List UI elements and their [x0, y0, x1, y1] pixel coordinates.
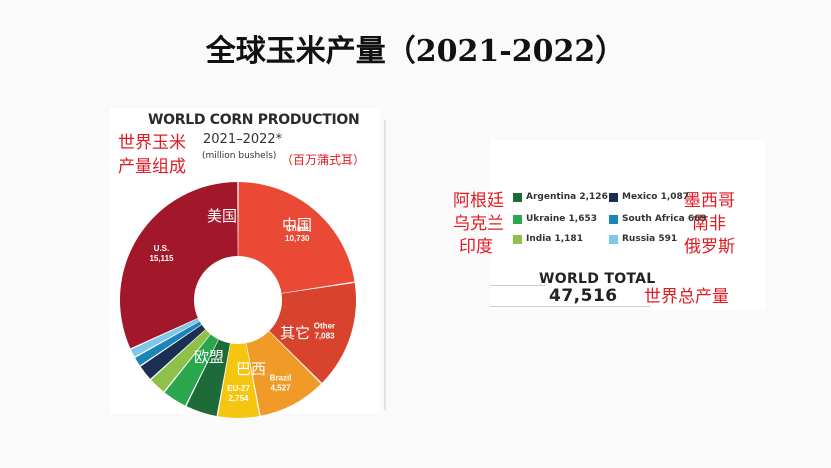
total-rule: [490, 306, 650, 307]
annotation-mexico: 墨西哥: [684, 191, 735, 211]
donut-slice-russia: [130, 318, 200, 357]
annotation-us: 美国: [207, 207, 238, 225]
legend-panel: [490, 140, 765, 310]
donut-slice-u-s-: [119, 182, 238, 349]
total-rule: [490, 285, 545, 286]
legend-swatch: [513, 234, 522, 244]
annotation-title-cn-2: 产量组成: [118, 157, 186, 177]
divider: [384, 120, 386, 410]
total-label: WORLD TOTAL: [539, 271, 656, 287]
legend-label: Mexico 1,087: [622, 192, 690, 202]
legend-item: Ukraine 1,653: [513, 214, 597, 224]
chart-title: WORLD CORN PRODUCTION: [148, 112, 360, 128]
donut-slice-india: [151, 329, 211, 392]
slice-name-label: China: [286, 224, 309, 233]
slice-name-label: EU-27: [227, 384, 250, 393]
total-value: 47,516: [549, 286, 618, 306]
slice-name-label: U.S.: [154, 244, 170, 253]
donut-slice-mexico: [140, 324, 206, 379]
legend-item: Argentina 2,126: [513, 192, 608, 202]
legend-swatch: [609, 192, 618, 202]
chart-unit: (million bushels): [202, 151, 277, 161]
slice-value-label: 10,730: [285, 234, 310, 243]
legend-label: Argentina 2,126: [526, 192, 608, 202]
donut-slice-eu-27: [217, 343, 260, 419]
donut-slice-ukraine: [164, 334, 219, 406]
annotation-title-cn-1: 世界玉米: [118, 133, 186, 153]
slice-name-label: Other: [314, 321, 335, 330]
annotation-south-africa: 南非: [692, 214, 726, 234]
legend-swatch: [513, 214, 522, 224]
legend-label: South Africa 669: [622, 214, 707, 224]
annotation-total: 世界总产量: [644, 287, 729, 307]
slide-title: 全球玉米产量（2021-2022）: [205, 34, 626, 69]
slice-value-label: 15,115: [149, 254, 174, 263]
legend-item: Mexico 1,087: [609, 192, 689, 202]
donut-slice-south-africa: [135, 321, 202, 366]
legend-item: South Africa 669: [609, 214, 707, 224]
annotation-russia: 俄罗斯: [684, 237, 735, 257]
annotation-argentina: 阿根廷: [453, 191, 504, 211]
legend: Argentina 2,126 Mexico 1,087 Ukraine 1,6…: [513, 192, 713, 252]
annotation-other: 其它: [280, 324, 311, 342]
legend-label: India 1,181: [526, 234, 583, 244]
donut-slice-other: [269, 282, 357, 383]
chart-subtitle: 2021–2022*: [203, 132, 283, 147]
annotation-brazil: 巴西: [236, 360, 267, 378]
legend-swatch: [513, 192, 522, 202]
slice-name-label: Brazil: [270, 373, 292, 382]
donut-slice-china: [238, 182, 355, 294]
legend-label: Russia 591: [622, 234, 678, 244]
legend-item: India 1,181: [513, 234, 583, 244]
donut-slice-argentina: [186, 339, 231, 417]
donut-slice-brazil: [246, 331, 321, 416]
legend-swatch: [609, 234, 618, 244]
annotation-ukraine: 乌克兰: [453, 214, 504, 234]
slice-value-label: 7,083: [314, 331, 335, 340]
annotation-india: 印度: [459, 237, 493, 257]
annotation-china: 中国: [282, 216, 313, 234]
legend-label: Ukraine 1,653: [526, 214, 598, 224]
annotation-eu: 欧盟: [194, 348, 225, 366]
slice-value-label: 4,527: [271, 383, 292, 392]
annotation-unit-cn: （百万蒲式耳）: [281, 153, 366, 167]
slice-value-label: 2,754: [228, 394, 249, 403]
legend-item: Russia 591: [609, 234, 677, 244]
legend-swatch: [609, 214, 618, 224]
